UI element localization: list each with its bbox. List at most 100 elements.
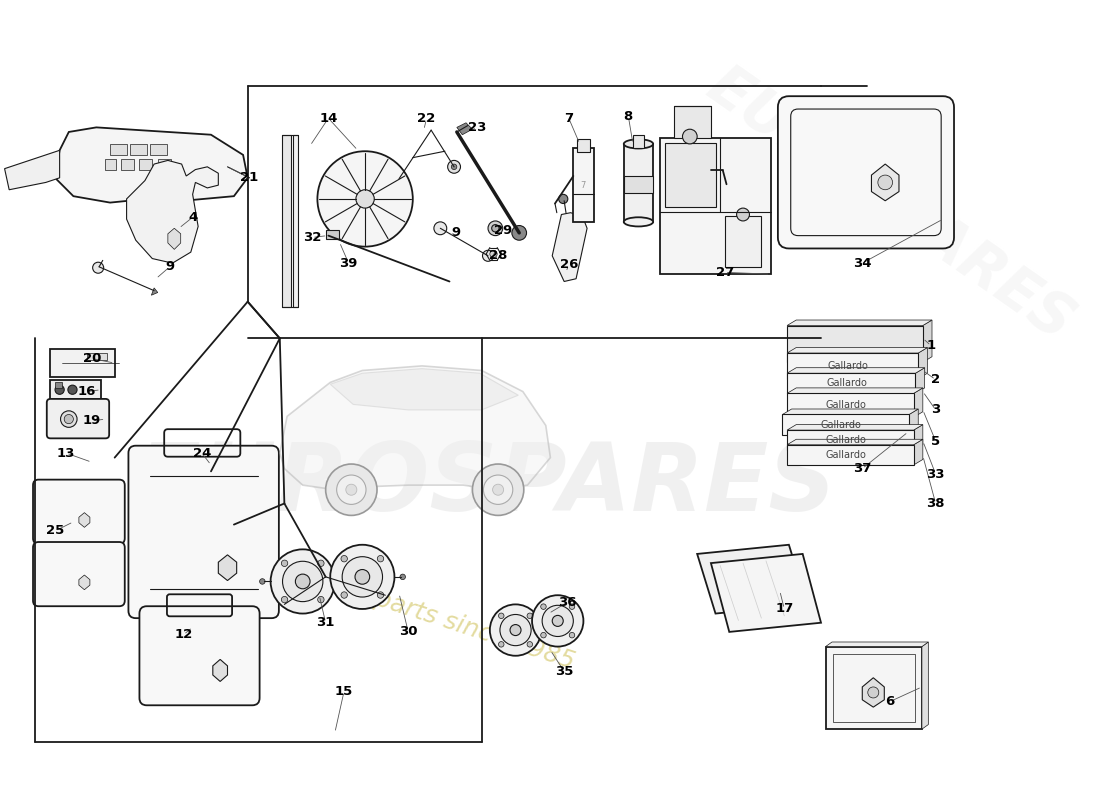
Polygon shape xyxy=(914,425,923,450)
Text: 17: 17 xyxy=(776,602,793,615)
Bar xyxy=(140,159,152,170)
Polygon shape xyxy=(826,642,928,646)
Circle shape xyxy=(296,574,310,589)
Text: 3: 3 xyxy=(931,403,940,417)
Bar xyxy=(833,654,914,722)
FancyBboxPatch shape xyxy=(33,542,124,606)
Bar xyxy=(788,430,914,450)
Circle shape xyxy=(541,633,547,638)
Bar xyxy=(151,144,167,155)
Circle shape xyxy=(341,555,348,562)
Circle shape xyxy=(326,464,377,515)
Polygon shape xyxy=(552,213,587,282)
Polygon shape xyxy=(55,127,248,202)
Text: 38: 38 xyxy=(926,497,945,510)
Ellipse shape xyxy=(624,139,653,149)
Circle shape xyxy=(483,250,494,262)
Polygon shape xyxy=(923,320,932,362)
Text: a passion for parts since 1985: a passion for parts since 1985 xyxy=(211,534,578,674)
Text: 25: 25 xyxy=(46,525,64,538)
Polygon shape xyxy=(788,368,925,374)
Text: Gallardo: Gallardo xyxy=(825,400,866,410)
Text: 35: 35 xyxy=(556,665,573,678)
Circle shape xyxy=(377,592,384,598)
FancyBboxPatch shape xyxy=(129,446,279,618)
Circle shape xyxy=(318,560,324,566)
Polygon shape xyxy=(79,575,90,590)
Circle shape xyxy=(488,221,503,236)
Polygon shape xyxy=(330,369,518,410)
Circle shape xyxy=(498,642,504,647)
Bar xyxy=(282,134,290,307)
FancyBboxPatch shape xyxy=(33,480,124,544)
Text: 15: 15 xyxy=(334,685,353,698)
FancyBboxPatch shape xyxy=(778,96,954,249)
Circle shape xyxy=(492,225,499,232)
Text: Gallardo: Gallardo xyxy=(825,450,866,460)
Circle shape xyxy=(483,475,513,504)
Text: 30: 30 xyxy=(399,626,418,638)
Polygon shape xyxy=(697,545,807,614)
Bar xyxy=(788,374,915,394)
Polygon shape xyxy=(279,366,550,490)
Circle shape xyxy=(541,604,547,610)
Text: 33: 33 xyxy=(926,468,945,481)
Text: 16: 16 xyxy=(78,385,97,398)
Ellipse shape xyxy=(624,218,653,226)
Text: EUROSPARES: EUROSPARES xyxy=(135,439,837,531)
Text: 8: 8 xyxy=(624,110,632,123)
Circle shape xyxy=(498,613,504,618)
FancyBboxPatch shape xyxy=(140,606,260,706)
Circle shape xyxy=(433,222,447,234)
Bar xyxy=(725,216,761,267)
Bar xyxy=(130,144,146,155)
Text: 2: 2 xyxy=(931,373,940,386)
Bar xyxy=(624,144,653,222)
Bar xyxy=(788,326,923,362)
Text: 5: 5 xyxy=(931,434,940,448)
Circle shape xyxy=(356,190,374,208)
Bar xyxy=(293,134,298,307)
Bar xyxy=(782,414,909,434)
Bar xyxy=(624,176,653,193)
Circle shape xyxy=(512,226,527,240)
Circle shape xyxy=(342,557,383,597)
Bar xyxy=(660,138,771,274)
Circle shape xyxy=(559,194,568,203)
FancyBboxPatch shape xyxy=(47,399,109,438)
Text: 28: 28 xyxy=(488,250,507,262)
Circle shape xyxy=(493,484,504,495)
Text: 39: 39 xyxy=(340,257,358,270)
Bar xyxy=(55,382,63,388)
Circle shape xyxy=(400,574,406,580)
Circle shape xyxy=(55,385,64,394)
Circle shape xyxy=(499,614,531,646)
Polygon shape xyxy=(862,678,884,707)
Circle shape xyxy=(60,411,77,427)
Text: 7: 7 xyxy=(581,181,586,190)
Bar xyxy=(106,159,117,170)
Circle shape xyxy=(451,164,456,170)
Bar xyxy=(826,646,922,729)
Bar xyxy=(632,134,644,147)
Polygon shape xyxy=(871,164,899,201)
Circle shape xyxy=(271,550,334,614)
Bar xyxy=(157,159,170,170)
Polygon shape xyxy=(914,439,923,465)
Circle shape xyxy=(355,570,370,584)
Circle shape xyxy=(552,615,563,626)
Polygon shape xyxy=(456,122,472,134)
Bar xyxy=(578,139,590,152)
Circle shape xyxy=(472,464,524,515)
Circle shape xyxy=(532,595,583,646)
Text: 36: 36 xyxy=(558,596,576,609)
Polygon shape xyxy=(79,513,90,527)
Polygon shape xyxy=(218,555,236,581)
Circle shape xyxy=(527,613,532,618)
Circle shape xyxy=(737,208,749,221)
Circle shape xyxy=(377,555,384,562)
Text: Gallardo: Gallardo xyxy=(826,378,867,388)
Bar xyxy=(666,143,715,207)
Text: 26: 26 xyxy=(560,258,578,271)
Text: 13: 13 xyxy=(57,446,75,459)
